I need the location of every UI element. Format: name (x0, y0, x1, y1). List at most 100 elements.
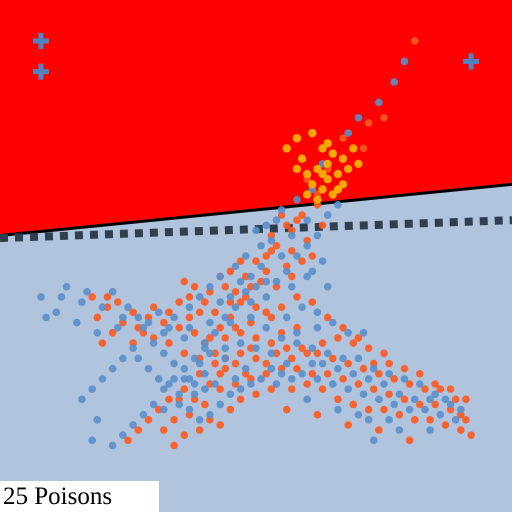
class-a-point (236, 395, 245, 404)
class-a-point (216, 385, 224, 393)
class-b-point (175, 390, 183, 399)
class-b-point (236, 277, 245, 286)
class-a-point (364, 119, 373, 127)
class-a-point (160, 318, 168, 327)
caption-box (0, 481, 159, 512)
class-b-point (252, 226, 260, 235)
class-a-point (144, 416, 153, 424)
class-b-point (185, 303, 194, 312)
class-a-point (267, 385, 276, 393)
class-a-point (180, 349, 189, 358)
class-b-point (52, 308, 61, 317)
class-b-point (231, 262, 240, 271)
class-a-point (421, 385, 429, 393)
class-a-point (308, 252, 317, 260)
poison-point (303, 169, 312, 179)
class-b-point (216, 298, 224, 306)
class-a-point (211, 359, 219, 368)
class-b-point (216, 400, 224, 409)
class-a-point (467, 431, 475, 440)
poison-point (349, 144, 358, 153)
class-a-point (221, 334, 230, 342)
class-b-point (165, 380, 173, 388)
class-b-point (78, 395, 86, 404)
class-a-point (451, 395, 460, 404)
class-a-point (288, 247, 296, 255)
class-b-point (93, 416, 102, 424)
class-b-point (339, 354, 347, 363)
class-b-point (329, 318, 337, 327)
class-a-point (385, 390, 393, 399)
class-b-point (282, 359, 291, 368)
class-a-point (318, 339, 327, 347)
class-a-point (113, 298, 122, 306)
class-b-point (37, 293, 45, 301)
class-b-point (288, 282, 296, 291)
class-b-point (257, 262, 265, 271)
class-a-point (252, 354, 260, 363)
class-b-point (354, 354, 363, 363)
class-b-point (405, 405, 414, 414)
class-a-point (303, 349, 312, 358)
class-b-point (318, 257, 327, 265)
class-b-point (231, 375, 240, 383)
class-a-point (354, 380, 363, 388)
poison-point (318, 169, 327, 179)
class-b-point (308, 359, 317, 368)
class-b-point (211, 329, 219, 337)
class-b-point (282, 313, 291, 322)
poison-point (313, 164, 322, 174)
class-b-point (385, 416, 393, 424)
poison-count-label: 25 Poisons (3, 483, 113, 510)
class-a-point (185, 293, 194, 301)
class-b-point (410, 395, 419, 404)
class-a-point (344, 359, 352, 368)
class-b-point (206, 318, 214, 327)
class-b-point (247, 272, 255, 281)
class-a-point (298, 257, 306, 265)
class-a-point (216, 421, 224, 429)
class-a-point (318, 221, 327, 230)
class-b-point (262, 277, 271, 286)
class-a-point (298, 344, 306, 352)
class-b-point (226, 390, 235, 399)
class-a-point (334, 334, 342, 342)
class-a-point (416, 400, 424, 409)
class-b-point (344, 385, 352, 393)
class-b-point (119, 313, 127, 322)
class-b-point (390, 400, 399, 409)
class-b-point (329, 380, 337, 388)
class-a-point (129, 308, 137, 317)
class-a-point (190, 329, 199, 337)
class-a-point (206, 334, 214, 342)
class-b-point (426, 426, 434, 434)
class-b-point (313, 231, 322, 240)
class-a-point (134, 426, 143, 434)
class-b-point (160, 405, 168, 414)
class-b-point (277, 252, 286, 260)
class-b-point (201, 385, 209, 393)
class-b-point (308, 344, 317, 352)
class-a-point (231, 288, 240, 296)
class-b-point (313, 375, 322, 383)
class-a-point (190, 282, 199, 291)
class-b-point (221, 344, 230, 352)
class-a-point (323, 313, 332, 322)
class-b-point (241, 288, 250, 296)
class-b-point (206, 410, 214, 419)
class-a-point (405, 380, 414, 388)
class-a-point (293, 216, 301, 224)
class-b-point (375, 98, 383, 107)
class-b-point (160, 385, 168, 393)
class-b-point (113, 323, 122, 332)
class-a-point (298, 211, 306, 219)
class-a-point (149, 303, 158, 312)
class-b-point (134, 354, 143, 363)
class-b-point (400, 375, 409, 383)
class-b-point (247, 298, 255, 306)
class-a-point (180, 277, 189, 286)
class-b-point (160, 329, 168, 337)
class-b-point (170, 359, 178, 368)
class-a-point (288, 354, 296, 363)
